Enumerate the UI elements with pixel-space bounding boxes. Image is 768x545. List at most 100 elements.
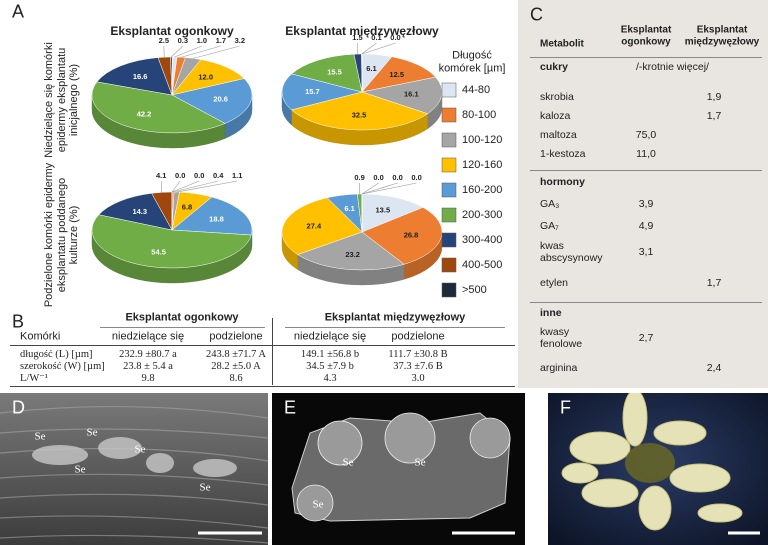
leader-line bbox=[361, 182, 379, 195]
data-label: 13.5 bbox=[376, 206, 391, 215]
data-label: 1.7 bbox=[216, 36, 226, 45]
table-cell: 1,7 bbox=[706, 276, 722, 289]
data-label: 0.0 bbox=[194, 171, 204, 180]
data-label: 1.5 bbox=[352, 33, 362, 42]
data-label: 20.6 bbox=[213, 95, 228, 104]
metabolite: skrobia bbox=[540, 90, 574, 103]
data-label: 6.1 bbox=[344, 204, 354, 213]
data-label: 0.0 bbox=[390, 33, 400, 42]
column-header: niedzielące się bbox=[111, 330, 185, 343]
pie-slice bbox=[361, 56, 437, 93]
data-label: 1.0 bbox=[197, 36, 207, 45]
leader-line bbox=[181, 45, 221, 58]
cell-label: Se bbox=[312, 498, 324, 511]
legend-swatch bbox=[441, 207, 457, 223]
legend-swatch bbox=[441, 232, 457, 248]
row-label: L/W⁻¹ bbox=[20, 372, 48, 384]
column-header: niedzielące się bbox=[293, 330, 367, 343]
data-label: 0.4 bbox=[213, 171, 224, 180]
leader-line bbox=[361, 182, 417, 195]
pie-slice bbox=[361, 207, 443, 265]
table-cell: 232.9 ±80.7 a bbox=[119, 348, 177, 360]
table-cell: 111.7 ±30.8 B bbox=[388, 348, 448, 360]
metabolite: GA₇ bbox=[540, 219, 559, 232]
leader-line bbox=[193, 45, 240, 59]
group-header: Eksplantat ogonkowy bbox=[125, 311, 239, 324]
table-c-rule bbox=[530, 302, 762, 303]
table-cell: 3,9 bbox=[638, 197, 654, 210]
data-label: 0.9 bbox=[354, 173, 364, 182]
row-title: Podzielone komórki epidermy eksplantatu … bbox=[43, 162, 81, 308]
data-label: 14.3 bbox=[132, 207, 147, 216]
metabolite: arginina bbox=[540, 361, 578, 374]
data-label: 0.0 bbox=[373, 173, 383, 182]
table-cell: 11,0 bbox=[636, 147, 656, 160]
table-c-background bbox=[518, 0, 768, 388]
table-cell: 2,7 bbox=[638, 331, 654, 344]
pie-slice bbox=[297, 231, 405, 271]
data-label: 15.5 bbox=[327, 67, 342, 76]
pie-title: Eksplantat międzywęzłowy bbox=[285, 24, 439, 38]
pie-slice bbox=[91, 214, 252, 269]
table-cell: 75,0 bbox=[635, 128, 657, 141]
pie-slice bbox=[361, 193, 424, 233]
legend-swatch bbox=[441, 107, 457, 123]
pie-slice bbox=[361, 76, 443, 115]
data-label: 4.1 bbox=[156, 171, 166, 180]
metabolite: maltoza bbox=[540, 128, 577, 141]
table-cell: 28.2 ±5.0 A bbox=[211, 360, 261, 372]
metabolite: GA₃ bbox=[540, 197, 560, 210]
table-cell: 149.1 ±56.8 b bbox=[300, 348, 360, 360]
row-label: szerokość (W) [µm] bbox=[20, 360, 105, 372]
legend-title: Długość komórek [µm] bbox=[438, 49, 506, 74]
cell-label: Se bbox=[74, 463, 86, 476]
data-label: 16.6 bbox=[133, 72, 148, 81]
row-title: Niedzielące się komórki epidermy eksplan… bbox=[43, 42, 81, 158]
metabolite: etylen bbox=[540, 276, 569, 289]
data-label: 12.0 bbox=[198, 73, 213, 82]
pie-slice bbox=[98, 192, 173, 231]
table-cell: 34.5 ±7.9 b bbox=[306, 360, 354, 372]
table-b-rule bbox=[100, 327, 265, 328]
table-cell: 4.3 bbox=[323, 372, 337, 384]
legend-label: >500 bbox=[462, 284, 487, 296]
leader-line bbox=[171, 45, 184, 58]
leader-line bbox=[160, 180, 163, 193]
leader-line bbox=[361, 42, 377, 55]
table-cell: 243.8 ±71.7 A bbox=[205, 348, 267, 360]
data-label: 27.4 bbox=[307, 221, 322, 230]
data-label: 42.2 bbox=[137, 109, 152, 118]
metabolite: 1-kestoza bbox=[540, 147, 586, 160]
leader-line bbox=[171, 180, 181, 193]
pie-slice bbox=[291, 53, 363, 93]
data-label: 32.5 bbox=[352, 111, 367, 120]
panel-label: C bbox=[530, 4, 543, 25]
cell-label: Se bbox=[414, 456, 426, 469]
leader-line bbox=[171, 180, 200, 193]
cell-label: Se bbox=[342, 456, 354, 469]
data-label: 23.2 bbox=[345, 250, 360, 259]
column-header: Eksplantat ogonkowy bbox=[620, 24, 672, 48]
data-label: 18.8 bbox=[209, 215, 224, 224]
table-cell: 37.3 ±7.6 B bbox=[393, 360, 443, 372]
pie-slice bbox=[171, 78, 253, 124]
leader-line bbox=[176, 180, 238, 193]
data-label: 6.1 bbox=[366, 64, 376, 73]
table-cell: 4,9 bbox=[638, 219, 654, 232]
data-label: 0.3 bbox=[178, 36, 188, 45]
cell-label: Se bbox=[86, 426, 98, 439]
data-label: 1.1 bbox=[232, 171, 242, 180]
table-c-rule bbox=[530, 57, 762, 58]
metabolite: kwas abscysynowy bbox=[540, 239, 603, 264]
data-label: 2.5 bbox=[159, 36, 169, 45]
metabolite: kaloza bbox=[540, 109, 571, 122]
table-cell: 3.0 bbox=[411, 372, 425, 384]
cell-blobs bbox=[32, 437, 237, 477]
pie-title: Eksplantat ogonkowy bbox=[110, 24, 234, 38]
row-label: długość (L) [µm] bbox=[20, 348, 93, 360]
pie-slice bbox=[96, 57, 173, 96]
legend-label: 100-120 bbox=[462, 134, 502, 146]
legend-swatch bbox=[441, 157, 457, 173]
shoot-base bbox=[625, 443, 675, 483]
column-header: podzielone bbox=[391, 330, 445, 343]
